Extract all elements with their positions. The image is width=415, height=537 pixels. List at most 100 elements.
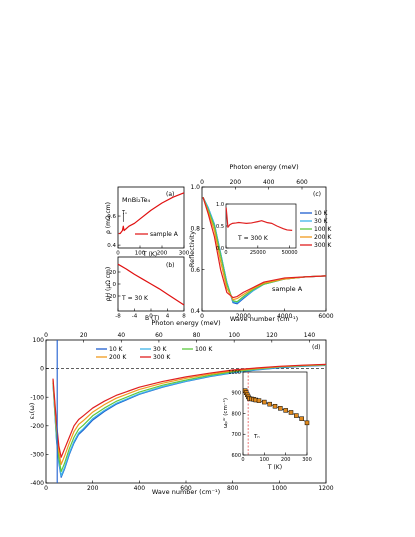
di-marker-15: [294, 413, 299, 418]
d-y-ticklabel-1: 0: [40, 366, 44, 373]
c-legend-label-2: 100 K: [314, 226, 332, 233]
panel-c-ylabel: Reflectivity: [188, 231, 196, 267]
di-marker-10: [267, 401, 272, 407]
di-y-ticklabel-2: 800: [231, 411, 241, 417]
c-y-ticklabel-3: 1.0: [190, 184, 200, 191]
di-y-ticklabel-3: 900: [231, 391, 241, 397]
d-y-ticklabel-3: -200: [30, 423, 44, 430]
panel-c-frame: [201, 186, 327, 312]
c-xtop-ticklabel-1: 200: [230, 179, 242, 186]
di-x-ticklabel-1: 100: [260, 457, 270, 463]
panel-c-top-xlabel: Photon energy (meV): [229, 163, 298, 171]
panel-c-label: (c): [313, 191, 321, 198]
d-x-ticklabel-3: 600: [180, 485, 192, 492]
di-marker-8: [256, 398, 262, 403]
panel-c-inset-ticks: 0 25000 50000 0.0 0.5 1.0: [216, 202, 298, 256]
ci-y-ticklabel-1: 0.5: [216, 224, 224, 230]
panel-a-label: (a): [166, 191, 174, 198]
c-legend-label-4: 300 K: [314, 242, 332, 249]
c-legend-label-3: 200 K: [314, 234, 332, 241]
ci-x-ticklabel-0: 0: [224, 250, 227, 256]
d-series-line-2: [52, 364, 327, 473]
panel-a-frame: [117, 186, 185, 249]
d-series-line-1: [52, 364, 327, 477]
ci-x-ticklabel-1: 25000: [250, 250, 266, 256]
d-legend-label-3: 200 K: [109, 354, 127, 361]
di-marker-17: [304, 420, 310, 426]
c-legend-label-1: 30 K: [314, 218, 329, 225]
b-x-ticklabel-3: 4: [166, 314, 170, 320]
c-y-ticklabel-1: 0.6: [190, 267, 200, 274]
d-x-ticklabel-2: 400: [134, 485, 146, 492]
ci-y-ticklabel-0: 0.0: [216, 246, 224, 252]
d-xtop-ticklabel-6: 120: [266, 332, 278, 339]
d-y-ticklabel-5: -400: [30, 480, 44, 487]
panel-a-ylabel: ρ (mΩ cm): [105, 202, 112, 234]
panel-b-ylabel: ρH (μΩ cm): [105, 267, 112, 301]
di-marker-13: [283, 408, 288, 413]
d-xtop-ticklabel-7: 140: [304, 332, 316, 339]
di-y-ticklabel-4: 1000: [228, 370, 241, 376]
d-series-line-4: [52, 363, 327, 458]
panel-b-ticks: -8 -4 0 4 8 -20 0 20: [107, 270, 186, 320]
panel-c-ticks: 0 2000 4000 6000 0 200 400 600 0.4 0.6 0.8 1.0: [190, 179, 333, 320]
panel-c-marks: [202, 197, 327, 305]
panel-d-inset-ylabel: ωₚᵈʳ (cm⁻¹): [222, 398, 229, 428]
d-legend-label-2: 100 K: [195, 346, 213, 353]
b-x-ticklabel-2: 0: [149, 314, 153, 320]
a-y-ticklabel-1: 0.6: [107, 214, 116, 220]
panel-b-annotation: T = 30 K: [121, 295, 149, 302]
a-x-ticklabel-1: 100: [135, 251, 146, 257]
c-y-ticklabel-2: 0.8: [190, 225, 200, 232]
d-legend-label-0: 10 K: [109, 346, 124, 353]
panel-b-marks: [117, 263, 185, 306]
a-x-ticklabel-3: 300: [179, 251, 190, 257]
panel-c-inset-annotation: T = 300 K: [237, 235, 269, 242]
panel-d-xlabel: Wave number (cm⁻¹): [152, 488, 220, 496]
d-x-ticklabel-5: 1000: [272, 485, 287, 492]
di-y-ticklabel-0: 600: [231, 453, 241, 459]
d-x-ticklabel-0: 0: [44, 485, 48, 492]
ci-x-ticklabel-2: 50000: [282, 250, 298, 256]
b-x-ticklabel-0: -8: [115, 314, 121, 320]
panel-b: -8 -4 0 4 8 -20 0 20 (b) T = 30 K B (T) ρH (μΩ …: [105, 256, 186, 322]
panel-c-xlabel: Wave number (cm⁻¹): [230, 315, 298, 323]
panel-d-ylabel: ε₁(ω): [28, 403, 36, 420]
d-y-ticklabel-4: -300: [30, 452, 44, 459]
d-xtop-ticklabel-4: 80: [193, 332, 201, 339]
panel-b-label: (b): [166, 262, 175, 269]
c-series-line-4: [202, 197, 327, 299]
panel-d-legend: 10 K 30 K 100 K 200 K 300 K: [96, 346, 213, 361]
panel-a-xlabel: T (K): [142, 251, 157, 258]
panel-a-legend-label: sample A: [150, 231, 179, 238]
a-x-ticklabel-2: 200: [157, 251, 168, 257]
b-y-ticklabel-1: 0: [113, 282, 117, 288]
panel-d-top-xlabel: Photon energy (meV): [151, 319, 220, 327]
b-x-ticklabel-1: -4: [132, 314, 138, 320]
d-xtop-ticklabel-5: 100: [228, 332, 240, 339]
d-xtop-ticklabel-2: 40: [117, 332, 125, 339]
c-x-ticklabel-1: 2000: [236, 313, 251, 320]
d-y-ticklabel-2: -100: [30, 394, 44, 401]
d-x-ticklabel-4: 800: [227, 485, 239, 492]
b-y-ticklabel-2: 20: [109, 270, 116, 276]
di-y-ticklabel-1: 700: [231, 432, 241, 438]
panel-a-ticks: 0 100 200 300 0.4 0.6: [107, 214, 189, 257]
panel-a-compound: MnBi₂Te₄: [122, 196, 150, 204]
di-marker-11: [272, 403, 278, 409]
di-x-ticklabel-2: 200: [281, 457, 291, 463]
d-legend-label-1: 30 K: [153, 346, 168, 353]
b-x-ticklabel-4: 8: [182, 314, 186, 320]
d-legend-label-4: 300 K: [153, 354, 171, 361]
panel-d-marks: [46, 340, 327, 483]
c-legend-label-0: 10 K: [314, 210, 329, 217]
panel-a: 0 100 200 300 0.4 0.6 MnBi₂Te₄ Tₙ (a) sample …: [105, 186, 190, 258]
panel-d-inset-tn-label: Tₙ: [253, 434, 260, 440]
b-series-line-0: [117, 263, 185, 306]
panel-b-xlabel: B (T): [145, 315, 159, 322]
di-marker-14: [288, 410, 294, 415]
c-x-ticklabel-2: 4000: [277, 313, 292, 320]
